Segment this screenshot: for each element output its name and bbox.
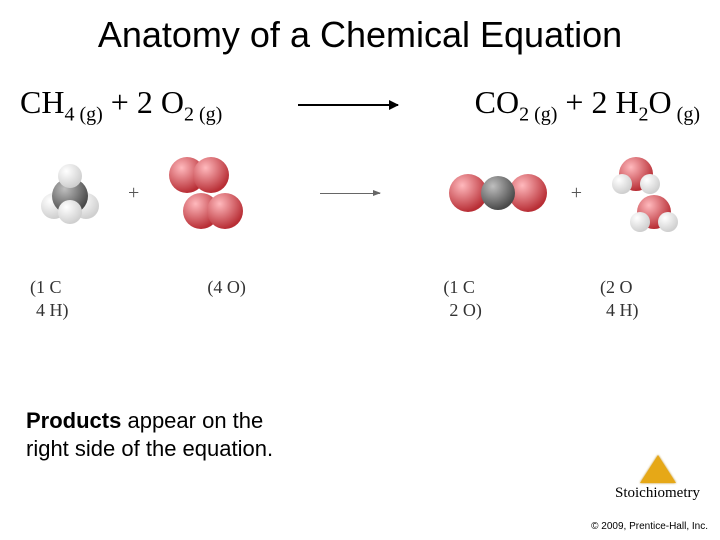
count-ch4-l2: 4 H: [36, 300, 63, 320]
h2o-sub2: (g): [672, 103, 700, 125]
count-o2: (4 O): [167, 276, 287, 321]
h2o-sub1: 2: [639, 103, 649, 125]
badge-label: Stoichiometry: [615, 485, 700, 502]
molecule-ch4: [30, 158, 110, 228]
count-h2o: (2 O (4 H): [600, 276, 690, 321]
molecules-row: + +: [0, 126, 720, 236]
products-molecules: +: [443, 150, 690, 236]
count-co2-l2: 2 O: [449, 300, 476, 320]
molecule-h2o-pair: [600, 150, 690, 236]
ch4-sub: 4 (g): [64, 103, 102, 125]
molecule-o2-pair: [157, 153, 257, 233]
caption: Products appear on theright side of the …: [26, 407, 273, 462]
molecule-co2: [443, 168, 553, 218]
equation-rhs: CO2 (g) + 2 H2O (g): [475, 84, 700, 126]
atom-counts-row: (1 C (4 H) (4 O) (1 C (2 O) (2 O (4 H): [0, 236, 720, 321]
molecule-arrow: [320, 193, 380, 194]
rhs-plus: + 2: [557, 84, 615, 120]
equation-lhs: CH4 (g) + 2 O2 (g): [20, 84, 222, 126]
count-o2-l1: (4 O): [207, 277, 246, 297]
lhs-plus: + 2: [103, 84, 161, 120]
count-ch4: (1 C (4 H): [30, 276, 120, 321]
o2-sub: 2 (g): [184, 103, 222, 125]
count-co2-l1: 1 C: [449, 277, 475, 297]
co2-main: CO: [475, 84, 519, 120]
co2-sub: 2 (g): [519, 103, 557, 125]
h2o-main2: O: [649, 84, 672, 120]
caption-bold: Products: [26, 408, 121, 433]
ch4-main: CH: [20, 84, 64, 120]
mol-plus-2: +: [571, 182, 582, 205]
reaction-arrow: [298, 104, 398, 106]
h2o-main1: H: [615, 84, 638, 120]
count-co2: (1 C (2 O): [443, 276, 553, 321]
copyright: © 2009, Prentice-Hall, Inc.: [591, 521, 708, 532]
count-ch4-l1: 1 C: [36, 277, 62, 297]
slide-title: Anatomy of a Chemical Equation: [0, 0, 720, 56]
count-h2o-l1: 2 O: [606, 277, 633, 297]
equation-row: CH4 (g) + 2 O2 (g) CO2 (g) + 2 H2O (g): [0, 56, 720, 126]
count-h2o-l2: 4 H: [606, 300, 633, 320]
triangle-icon: [640, 455, 676, 483]
stoichiometry-badge: Stoichiometry: [615, 455, 700, 502]
o2-main: O: [161, 84, 184, 120]
mol-plus-1: +: [128, 182, 139, 205]
reactants-molecules: +: [30, 153, 257, 233]
